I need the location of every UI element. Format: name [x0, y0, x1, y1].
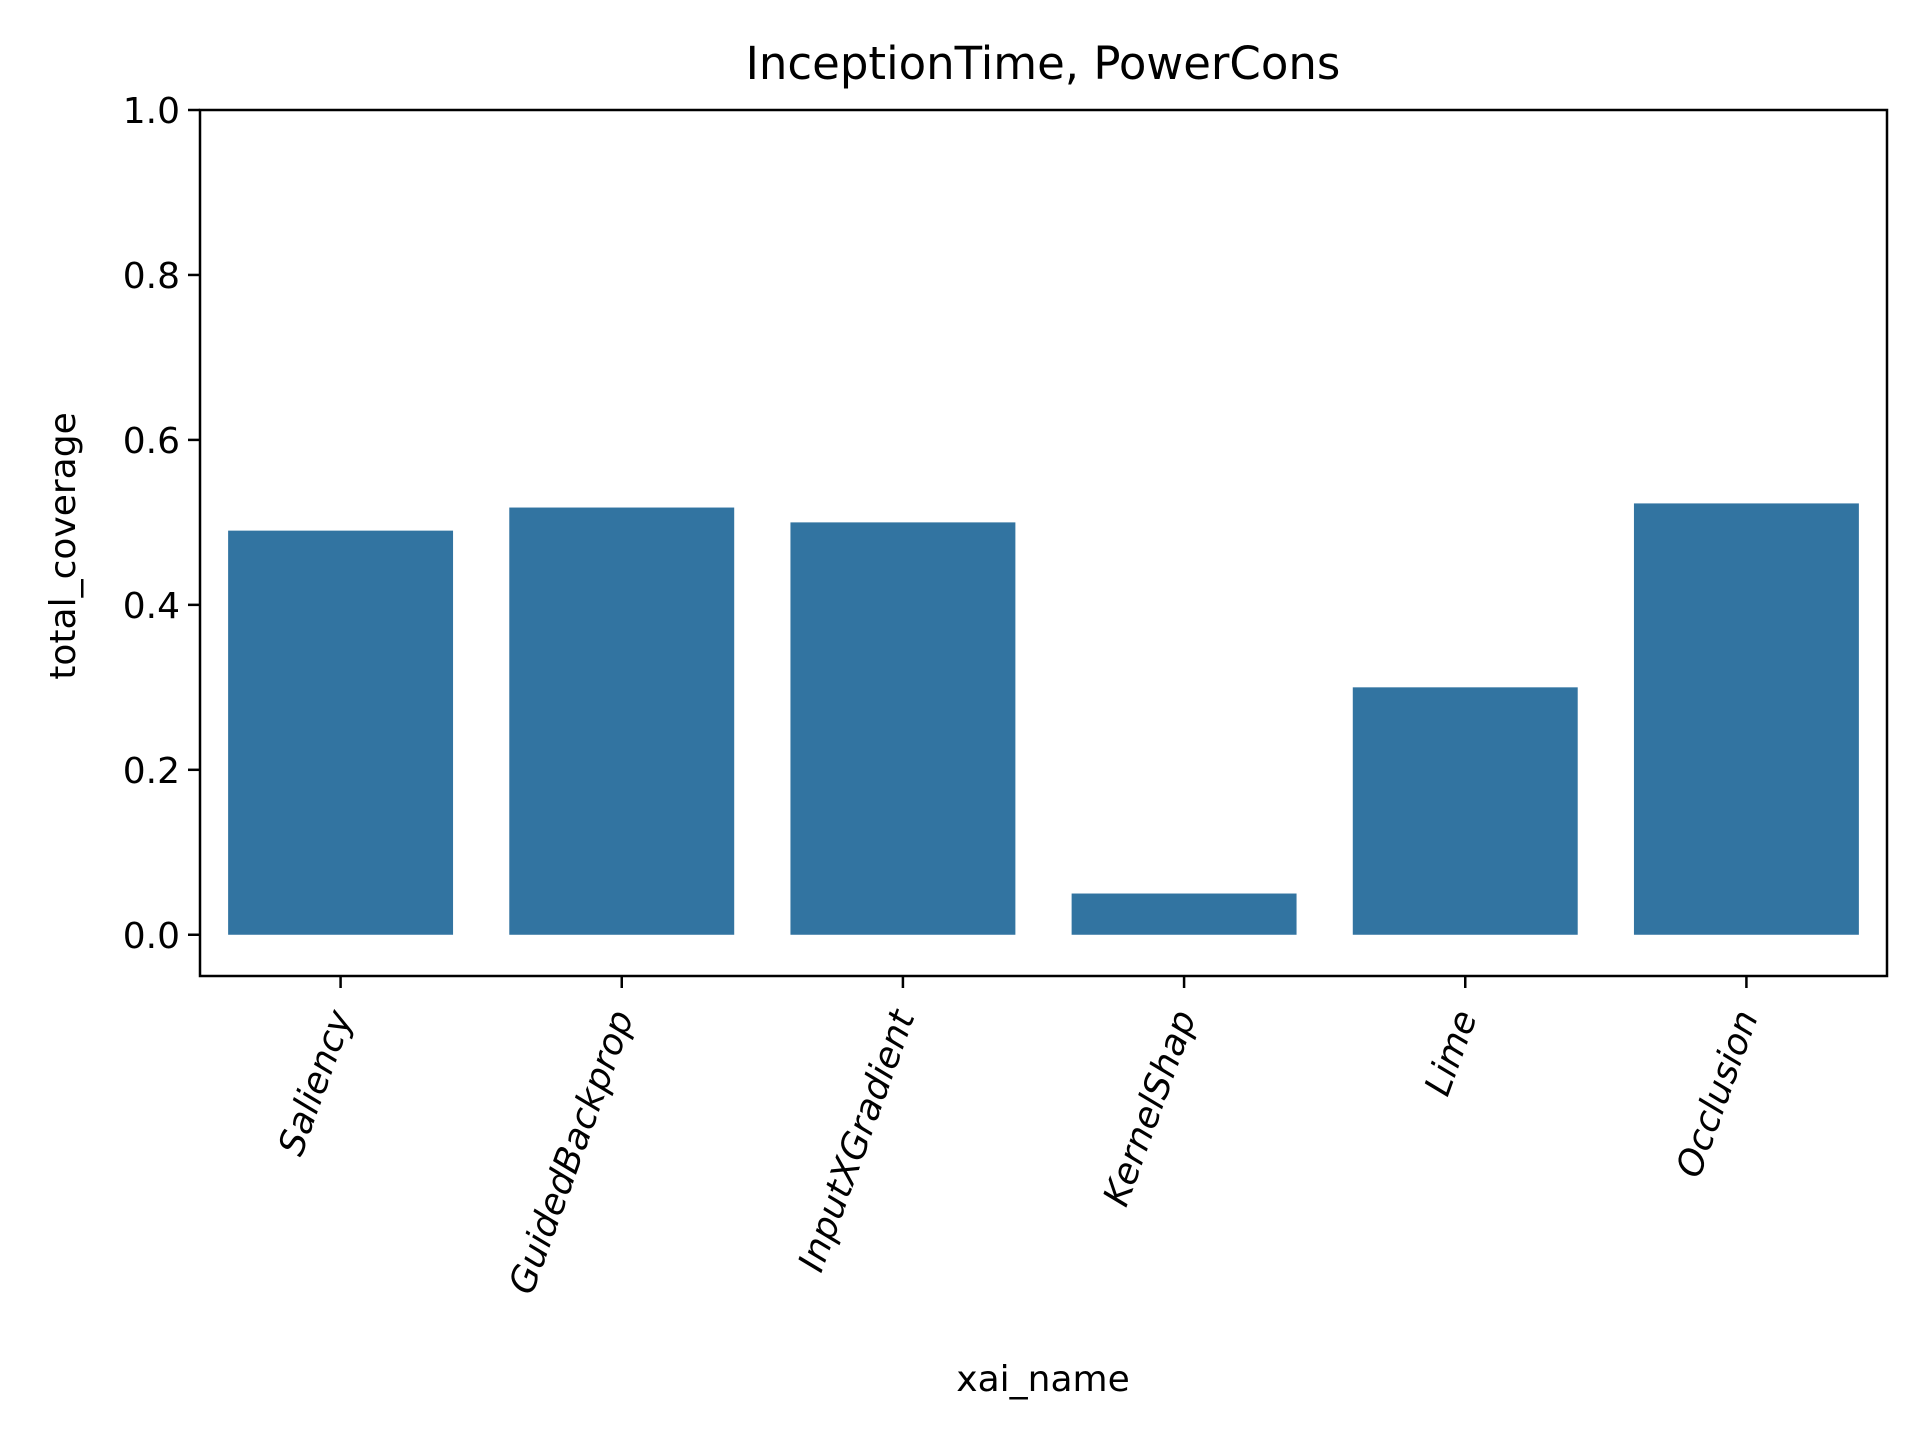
y-tick-label: 1.0 [123, 91, 180, 132]
y-ticks-group: 0.0 0.2 0.4 0.6 0.8 1.0 [123, 91, 200, 957]
bar-occlusion [1633, 503, 1859, 935]
y-tick-label: 0.4 [123, 586, 180, 627]
y-tick-label: 0.8 [123, 256, 180, 297]
bar-kernelshap [1071, 893, 1297, 935]
x-axis-label: xai_name [956, 1359, 1129, 1400]
y-tick-label: 0.6 [123, 421, 180, 462]
bar-saliency [228, 530, 454, 935]
bar-guidedbackprop [509, 507, 735, 935]
plot-frame [198, 108, 1889, 978]
chart-title: InceptionTime, PowerCons [746, 37, 1341, 90]
y-axis-label: total_coverage [43, 412, 84, 679]
y-tick-label: 0.2 [123, 751, 180, 792]
bars-group [228, 503, 1859, 935]
bar-lime [1352, 687, 1578, 935]
bar-inputxgradient [790, 522, 1016, 935]
y-tick-label: 0.0 [123, 916, 180, 957]
